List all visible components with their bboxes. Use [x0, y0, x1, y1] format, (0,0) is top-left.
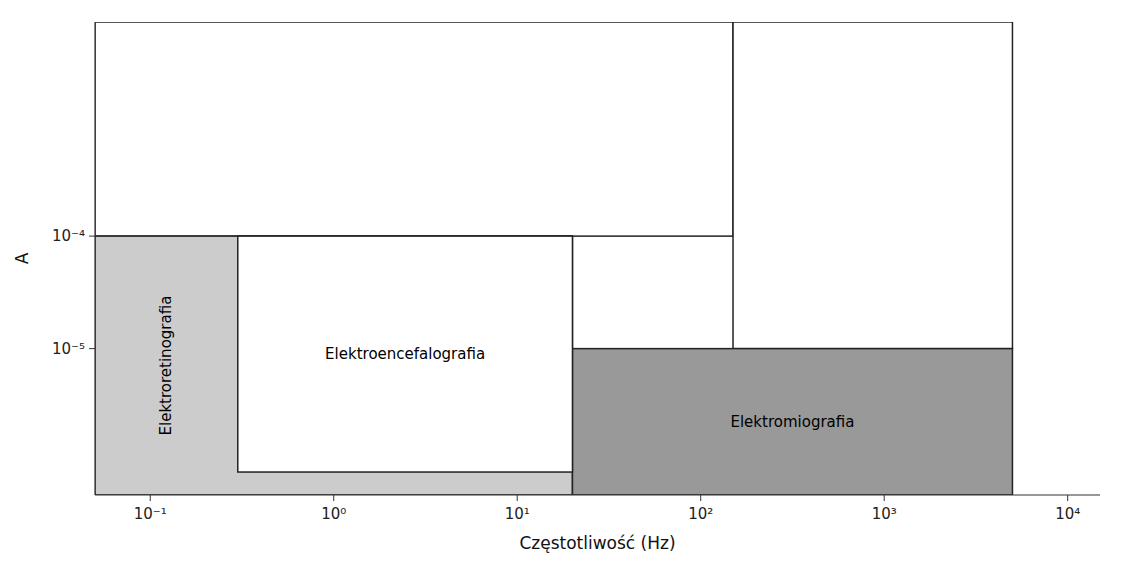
region	[733, 22, 1012, 349]
x-tick-label: 10³	[872, 505, 897, 523]
x-axis-label: Częstotliwość (Hz)	[519, 533, 675, 553]
region	[572, 349, 1012, 495]
region	[238, 236, 573, 472]
region	[95, 236, 572, 495]
x-tick-label: 10⁰	[321, 505, 346, 523]
x-tick	[1067, 495, 1068, 501]
x-tick	[517, 495, 518, 501]
y-tick-label: 10⁻⁵	[52, 340, 85, 358]
y-axis-label: A	[12, 252, 32, 264]
y-tick	[89, 348, 95, 349]
regions	[95, 22, 1012, 495]
x-tick-label: 10⁴	[1055, 505, 1080, 523]
region-label: Elektroencefalografia	[325, 345, 485, 363]
y-axis-line	[94, 22, 95, 495]
region-labels: Elektroretinografia Elektromiografia Elekt…	[157, 296, 854, 436]
x-axis-line	[95, 494, 1100, 495]
chart: 10⁻¹ 10⁰ 10¹ 10² 10³ 10⁴ 10⁻⁵ 10⁻⁴ Częstotliwość…	[0, 0, 1130, 567]
x-tick-label: 10¹	[505, 505, 530, 523]
y-tick	[89, 236, 95, 237]
x-tick	[150, 495, 151, 501]
x-tick-label: 10⁻¹	[134, 505, 167, 523]
x-tick	[884, 495, 885, 501]
x-tick-label: 10²	[688, 505, 713, 523]
x-tick	[333, 495, 334, 501]
y-tick-label: 10⁻⁴	[52, 227, 85, 245]
region	[95, 22, 733, 236]
region-label: Elektroretinografia	[157, 296, 175, 436]
x-tick	[700, 495, 701, 501]
region-label: Elektromiografia	[730, 413, 854, 431]
axes: 10⁻¹ 10⁰ 10¹ 10² 10³ 10⁴ 10⁻⁵ 10⁻⁴	[52, 22, 1100, 523]
